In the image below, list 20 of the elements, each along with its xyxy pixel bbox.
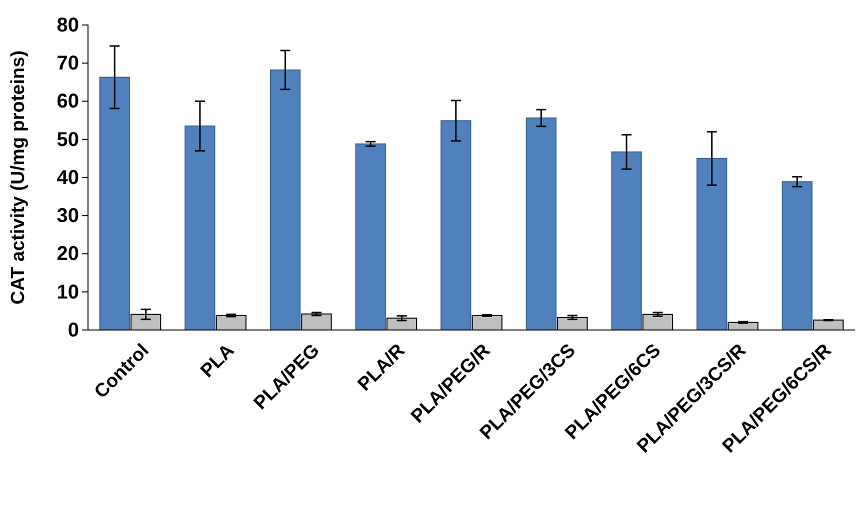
y-tick-label: 50	[56, 128, 79, 151]
y-tick-label: 70	[56, 52, 79, 75]
bar	[440, 120, 472, 330]
bar	[270, 69, 301, 330]
y-tick-label: 80	[56, 14, 79, 36]
bar	[782, 181, 812, 330]
y-tick-label: 40	[56, 166, 79, 189]
y-tick-label: 0	[68, 319, 79, 342]
bar	[611, 151, 642, 330]
bar	[99, 76, 130, 330]
bar	[526, 118, 557, 330]
y-tick-label: 20	[56, 243, 79, 266]
x-tick-label: PLA	[196, 340, 239, 382]
bar	[184, 126, 216, 330]
y-axis-title: CAT activity (U/mg proteins)	[8, 50, 29, 305]
bar	[355, 143, 386, 330]
y-tick-label: 30	[56, 205, 79, 228]
bar	[696, 158, 728, 330]
y-tick-label: 10	[56, 281, 79, 304]
y-tick-label: 60	[56, 90, 79, 113]
